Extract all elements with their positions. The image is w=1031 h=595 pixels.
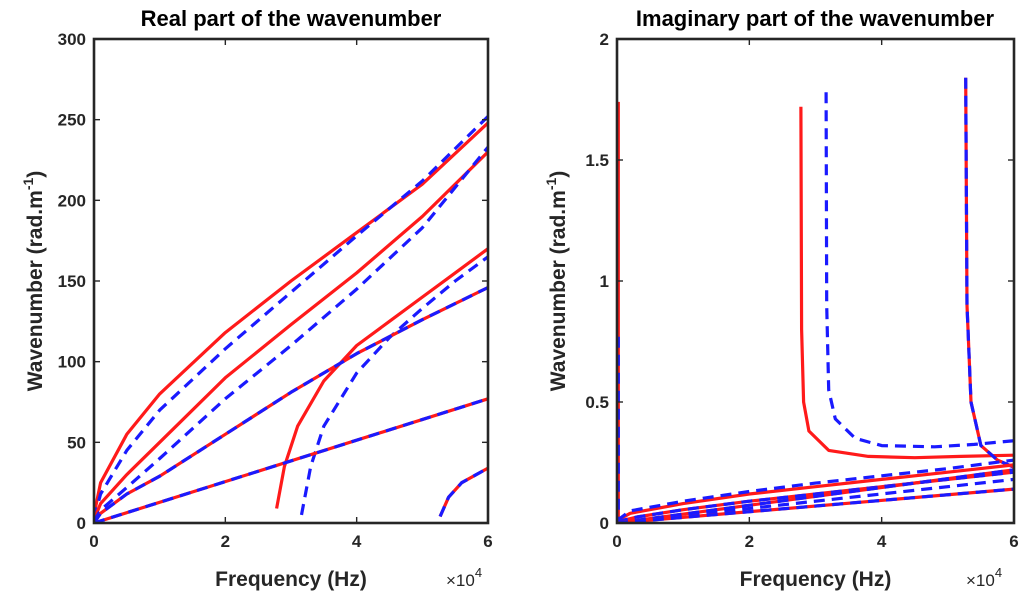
series-line-dashed [617, 470, 1014, 523]
y-label-superscript: -1 [20, 178, 36, 191]
y-axis-label: Wavenumber (rad.m-1) [543, 171, 570, 392]
x-tick-label: 0 [612, 532, 621, 551]
series-line-dashed [94, 115, 488, 519]
y-tick-label: 100 [58, 353, 86, 372]
series-line-dashed [617, 468, 1014, 523]
x-axis-exponent: ×104 [966, 565, 1002, 590]
series-line-dashed [299, 255, 488, 516]
y-tick-label: 0 [600, 514, 609, 533]
x-tick-label: 2 [221, 532, 230, 551]
y-tick-label: 250 [58, 111, 86, 130]
y-label-main: Wavenumber (rad.m [24, 190, 47, 391]
x-tick-label: 4 [877, 532, 887, 551]
plot-area [94, 115, 488, 523]
y-tick-label: 300 [58, 30, 86, 49]
y-label-main: Wavenumber (rad.m [547, 190, 570, 391]
y-label-suffix: ) [24, 171, 47, 178]
y-tick-label: 1 [600, 272, 609, 291]
chart-title: Real part of the wavenumber [141, 6, 442, 31]
series-line [617, 463, 1014, 523]
series-line-dashed [824, 92, 1014, 449]
y-tick-label: 0 [77, 514, 86, 533]
series-line-dashed [438, 466, 488, 518]
series-line [94, 121, 488, 516]
chart-title: Imaginary part of the wavenumber [636, 6, 995, 31]
x-tick-label: 6 [483, 532, 492, 551]
y-label-suffix: ) [547, 171, 570, 178]
series-line-dashed [94, 397, 488, 523]
x-tick-label: 4 [352, 532, 362, 551]
x-exponent-base: ×10 [966, 571, 995, 590]
series-line-dashed [617, 458, 1014, 522]
plot-area [617, 77, 1014, 523]
y-tick-label: 1.5 [585, 151, 609, 170]
series-line-dashed [94, 286, 488, 523]
series-line-dashed [94, 146, 488, 523]
y-tick-label: 50 [67, 433, 86, 452]
series-line-dashed [617, 487, 1014, 523]
series-line [438, 466, 488, 518]
series-line [799, 106, 1014, 460]
y-tick-label: 0.5 [585, 393, 609, 412]
y-tick-label: 200 [58, 191, 86, 210]
x-axis-label: Frequency (Hz) [215, 568, 367, 591]
series-line [275, 247, 488, 509]
x-tick-label: 6 [1009, 532, 1018, 551]
x-tick-label: 2 [745, 532, 754, 551]
y-tick-label: 150 [58, 272, 86, 291]
series-line-dashed [617, 477, 1014, 523]
y-label-superscript: -1 [543, 178, 559, 191]
x-exponent-power: 4 [995, 565, 1002, 580]
x-exponent-power: 4 [475, 565, 482, 580]
y-axis-label: Wavenumber (rad.m-1) [20, 171, 47, 392]
y-tick-label: 2 [600, 30, 609, 49]
x-exponent-base: ×10 [446, 571, 475, 590]
axes-box [615, 37, 1016, 525]
x-axis-exponent: ×104 [446, 565, 482, 590]
x-tick-label: 0 [89, 532, 98, 551]
series-line [94, 150, 488, 521]
x-axis-label: Frequency (Hz) [740, 568, 892, 591]
series-line-dashed [964, 77, 1014, 469]
